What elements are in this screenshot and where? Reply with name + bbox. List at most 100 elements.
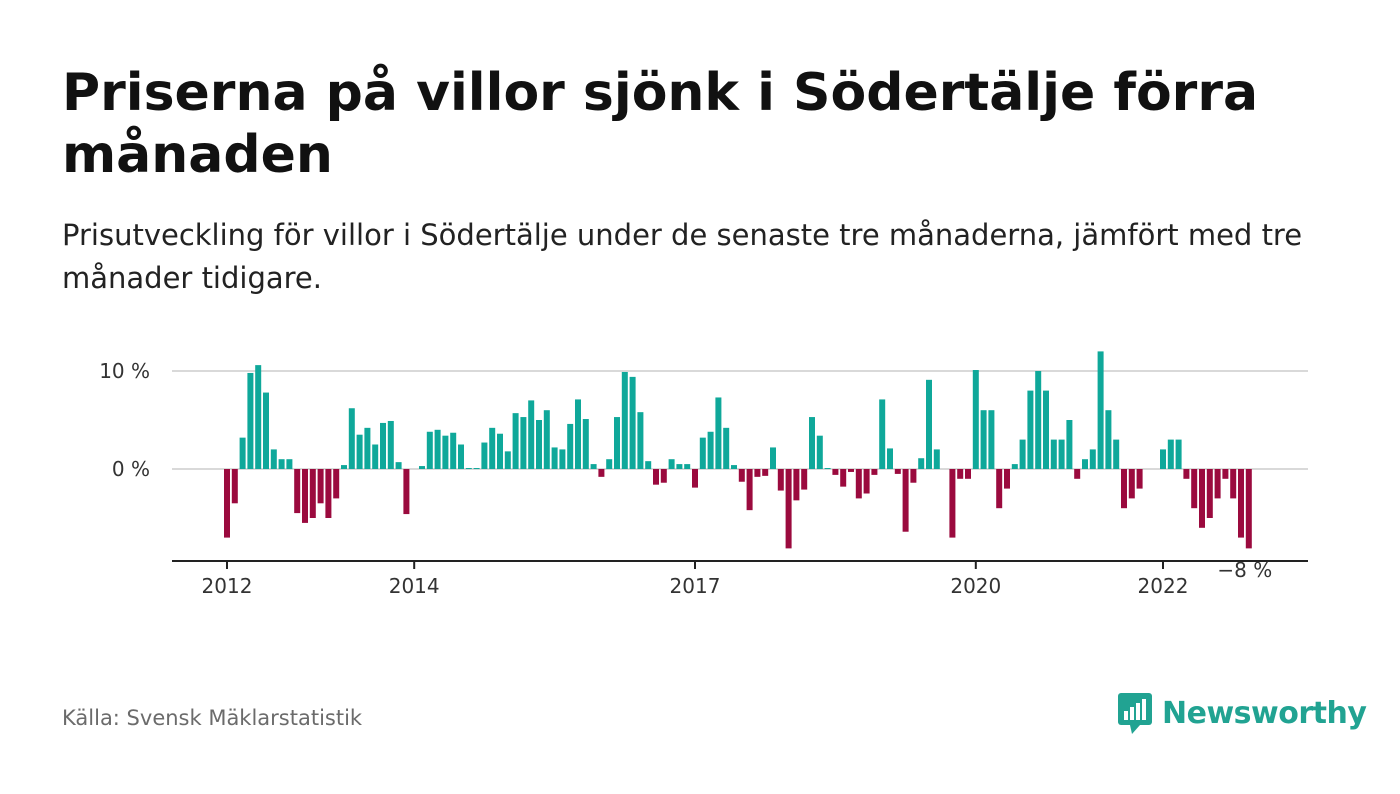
bar (793, 469, 800, 501)
bar (590, 464, 597, 469)
bar (926, 379, 932, 469)
bar (770, 447, 776, 469)
newsworthy-logo[interactable]: Newsworthy (1118, 690, 1367, 736)
bar (372, 444, 379, 469)
bar (497, 433, 503, 469)
bar (426, 431, 433, 469)
bar (1050, 439, 1057, 469)
bar (356, 434, 363, 469)
x-tick-label: 2012 (202, 574, 253, 598)
bar (723, 427, 730, 469)
bar (450, 432, 457, 469)
bar (746, 469, 753, 511)
bar (309, 469, 316, 518)
bar (1004, 469, 1010, 489)
bar (473, 468, 480, 470)
bar (403, 469, 410, 515)
bar (536, 420, 542, 469)
bar (598, 469, 605, 477)
bar (567, 423, 574, 469)
bar (1183, 469, 1190, 479)
chart-title: Priserna på villor sjönk i Södertälje fö… (62, 63, 1259, 185)
bar (1121, 469, 1127, 509)
x-tick-label: 2020 (950, 574, 1001, 598)
bar (442, 435, 449, 469)
bar (637, 412, 644, 469)
bar (660, 469, 667, 483)
bar (1160, 449, 1166, 469)
bar (575, 399, 581, 469)
bar (965, 469, 971, 479)
bar (1199, 469, 1205, 528)
bar (933, 449, 940, 469)
bar (614, 417, 620, 469)
bar (1074, 469, 1081, 479)
bar (918, 458, 925, 469)
bar (263, 392, 269, 469)
bar (239, 437, 246, 469)
bar (715, 397, 722, 469)
bar (224, 469, 230, 538)
bar (302, 469, 308, 523)
bar (1175, 439, 1182, 469)
bar (777, 469, 784, 491)
bar (785, 469, 792, 549)
bar (543, 410, 550, 469)
bar (840, 469, 847, 487)
bar (481, 442, 488, 469)
bar (1011, 464, 1018, 469)
bar (653, 469, 659, 485)
bar (387, 420, 394, 469)
bar (520, 417, 527, 469)
bar (1105, 410, 1112, 469)
bar (832, 469, 839, 475)
bar (559, 449, 566, 469)
bar (1027, 390, 1034, 469)
bar (668, 459, 675, 469)
bar (582, 419, 589, 469)
bar (949, 469, 956, 538)
bar (1082, 459, 1088, 469)
bar (902, 469, 909, 532)
x-tick-label: 2022 (1138, 574, 1189, 598)
bar (458, 444, 464, 469)
last-value-label: −8 % (1217, 558, 1272, 582)
bar (395, 462, 402, 469)
bar (1113, 439, 1120, 469)
bar (434, 429, 441, 469)
bar (1097, 351, 1104, 469)
bar (380, 422, 386, 469)
bar (419, 466, 425, 469)
bar (1245, 469, 1252, 549)
bar (1238, 469, 1244, 538)
brand-name: Newsworthy (1162, 695, 1367, 731)
bar (684, 464, 691, 469)
y-tick-label: 0 % (112, 457, 150, 481)
bar (286, 459, 293, 469)
bar (980, 410, 987, 469)
bar (972, 370, 979, 469)
bar (270, 449, 277, 469)
source-note: Källa: Svensk Mäklarstatistik (62, 706, 363, 730)
bar (863, 469, 870, 494)
bar (762, 469, 769, 476)
bar (1222, 469, 1229, 479)
bar (629, 376, 636, 469)
bar (621, 371, 628, 469)
bar (879, 399, 886, 469)
bar (348, 408, 355, 469)
bar (247, 372, 254, 469)
bar (1066, 420, 1073, 469)
bar (504, 451, 511, 469)
bar (512, 413, 519, 469)
bar (996, 469, 1003, 509)
bar (278, 459, 285, 469)
bar (1019, 439, 1026, 469)
bar (848, 469, 854, 472)
bar (645, 461, 652, 469)
bar (988, 410, 995, 469)
bar (754, 469, 761, 477)
bar (1214, 469, 1221, 499)
bar (676, 464, 683, 469)
bar (816, 435, 823, 469)
